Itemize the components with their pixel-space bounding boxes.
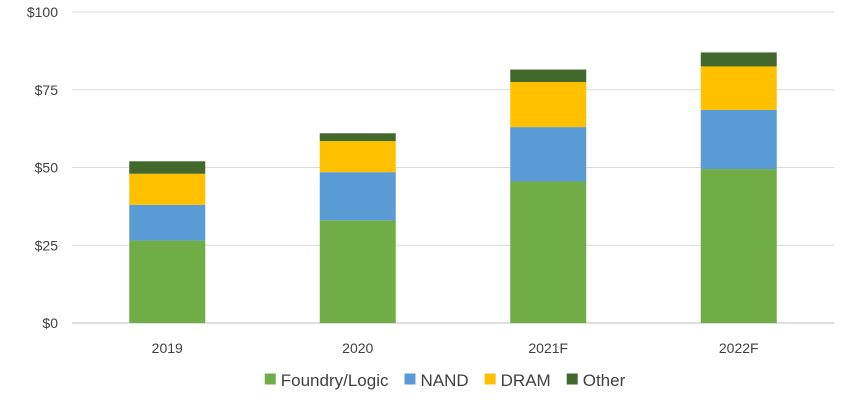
legend-label: DRAM bbox=[501, 371, 551, 390]
legend-swatch bbox=[566, 373, 578, 385]
bar-segment-dram-2022f bbox=[700, 66, 777, 110]
legend-swatch bbox=[264, 373, 276, 385]
bar-segment-foundry-logic-2019 bbox=[129, 240, 206, 323]
y-tick-label: $25 bbox=[35, 237, 59, 253]
bar-segment-dram-2019 bbox=[129, 173, 206, 205]
legend-item: NAND bbox=[404, 371, 469, 390]
legend-item: Foundry/Logic bbox=[264, 371, 389, 390]
legend-swatch bbox=[484, 373, 496, 385]
legend-item: DRAM bbox=[484, 371, 551, 390]
bar-segment-other-2022f bbox=[700, 52, 777, 67]
bar-segment-nand-2020 bbox=[319, 172, 396, 221]
x-axis-ticks: 2019 2020 2021F 2022F bbox=[152, 340, 759, 356]
bar-segment-dram-2021f bbox=[510, 81, 587, 128]
y-axis-ticks: $0 $25 $50 $75 $100 bbox=[27, 4, 58, 331]
bar-segment-foundry-logic-2020 bbox=[319, 220, 396, 323]
legend-item: Other bbox=[566, 371, 626, 390]
y-tick-label: $50 bbox=[35, 160, 59, 176]
bar-segment-nand-2022f bbox=[700, 109, 777, 170]
bar-segment-foundry-logic-2021f bbox=[510, 181, 587, 323]
legend-label: Other bbox=[583, 371, 626, 390]
y-tick-label: $0 bbox=[42, 315, 58, 331]
bar-segment-nand-2019 bbox=[129, 204, 206, 241]
legend: Foundry/Logic NAND DRAM Other bbox=[264, 371, 626, 390]
bar-segment-dram-2020 bbox=[319, 141, 396, 173]
bar-segment-nand-2021f bbox=[510, 127, 587, 182]
x-tick-label: 2019 bbox=[152, 340, 183, 356]
y-tick-label: $100 bbox=[27, 4, 58, 20]
x-tick-label: 2021F bbox=[528, 340, 568, 356]
y-tick-label: $75 bbox=[35, 82, 59, 98]
bar-segment-other-2019 bbox=[129, 161, 206, 174]
legend-swatch bbox=[404, 373, 416, 385]
bar-segment-other-2021f bbox=[510, 69, 587, 82]
x-tick-label: 2020 bbox=[342, 340, 373, 356]
x-tick-label: 2022F bbox=[719, 340, 759, 356]
bars bbox=[129, 52, 777, 323]
legend-label: Foundry/Logic bbox=[281, 371, 389, 390]
legend-label: NAND bbox=[420, 371, 468, 390]
bar-segment-foundry-logic-2022f bbox=[700, 169, 777, 323]
bar-segment-other-2020 bbox=[319, 133, 396, 142]
